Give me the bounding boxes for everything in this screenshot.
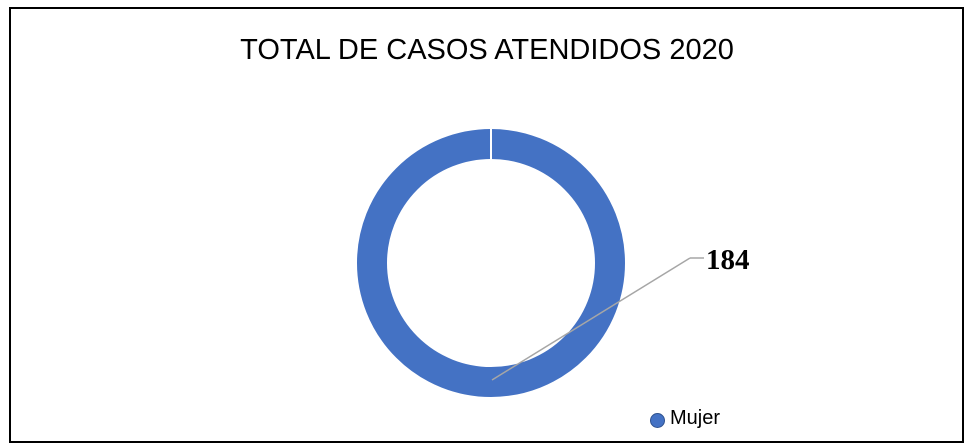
legend-label-mujer: Mujer [670,406,721,429]
label-leader-line [491,257,691,381]
donut-slice-mujer [357,129,625,397]
chart-title: TOTAL DE CASOS ATENDIDOS 2020 [240,34,734,66]
legend: Mujer [650,401,720,435]
legend-marker-mujer [650,412,665,428]
donut-slices [357,128,625,397]
data-label-mujer: 184 [706,244,750,276]
